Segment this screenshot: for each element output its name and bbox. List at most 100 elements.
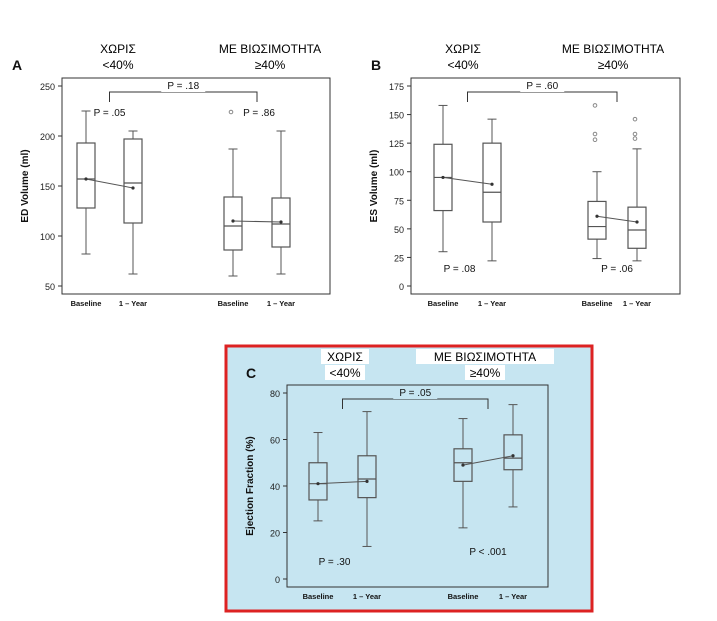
panel-c: C ΧΩΡΙΣ <40% ΜΕ ΒΙΩΣΙΜΟΤΗΤΑ ≥40% 0 20 40 60 80 Eje… (224, 344, 594, 613)
p-value-left: P = .30 (319, 557, 351, 568)
box-2 (123, 130, 143, 275)
x-category-label: 1 – Year (119, 299, 147, 308)
box-2 (357, 411, 377, 547)
mean-connector (442, 176, 493, 185)
iqr-box (223, 196, 243, 251)
y-tick-label: 50 (45, 282, 55, 292)
header-bg (416, 349, 554, 364)
x-category-label: 1 – Year (267, 299, 295, 308)
mean-point (595, 214, 599, 218)
mean-connector (462, 455, 514, 466)
outlier-point (632, 131, 638, 137)
box-4 (271, 130, 291, 275)
header-bg (465, 365, 505, 380)
mean-point (365, 479, 369, 483)
box-3 (453, 418, 473, 529)
iqr-box (627, 206, 647, 249)
p-value-between: P = .60 (526, 81, 558, 92)
p-value-right: P = .86 (243, 108, 275, 119)
panel-letter: C (246, 365, 256, 381)
x-category-label: Baseline (218, 299, 249, 308)
header-with-viability: ≥40% (598, 58, 629, 72)
outlier-point (632, 116, 638, 122)
p-value-bg (393, 387, 438, 399)
box-1 (433, 104, 453, 253)
mean-connector (85, 178, 134, 189)
y-tick-label: 80 (270, 389, 280, 399)
box-3 (223, 109, 243, 277)
plot-area (61, 77, 331, 295)
mean-point (490, 182, 494, 186)
panel-letter: A (12, 57, 22, 73)
x-category-label: 1 – Year (499, 592, 527, 601)
header-with-viability: ≥40% (255, 58, 286, 72)
y-tick-label: 100 (40, 232, 55, 242)
y-tick-label: 200 (40, 132, 55, 142)
box-4 (503, 404, 523, 508)
iqr-box (503, 434, 523, 471)
mean-point (316, 482, 320, 486)
mean-connector (232, 220, 282, 223)
p-value-bg (520, 80, 565, 92)
x-category-label: Baseline (303, 592, 334, 601)
panel-b: B ΧΩΡΙΣ <40% ΜΕ ΒΙΩΣΙΜΟΤΗΤΑ ≥40% 0 25 50 75 100 12… (369, 42, 681, 308)
iqr-box (76, 142, 96, 209)
mean-point (131, 186, 135, 190)
box-3 (587, 103, 607, 260)
x-category-label: 1 – Year (623, 299, 651, 308)
mean-point (279, 220, 283, 224)
header-with-viability: ≥40% (470, 366, 501, 380)
y-tick-label: 100 (389, 168, 404, 178)
x-category-label: Baseline (71, 299, 102, 308)
y-tick-label: 150 (40, 182, 55, 192)
y-tick-label: 60 (270, 436, 280, 446)
outlier-point (592, 103, 598, 108)
y-axis-label: Ejection Fraction (%) (245, 436, 256, 535)
y-tick-label: 50 (394, 225, 404, 235)
outlier-point (592, 131, 598, 137)
outlier-point (228, 109, 234, 115)
y-axis-label: ED Volume (ml) (20, 149, 31, 222)
p-value-between: P = .18 (167, 81, 199, 92)
x-category-label: Baseline (448, 592, 479, 601)
header-without-viability: ΧΩΡΙΣ (100, 42, 136, 56)
panel-a: A ΧΩΡΙΣ <40% ΜΕ ΒΙΩΣΙΜΟΤΗΤΑ ≥40% 50 100 150 200 2… (12, 42, 331, 308)
header-bg (325, 365, 365, 380)
y-tick-label: 175 (389, 82, 404, 92)
iqr-box (587, 200, 607, 240)
y-axis-label: ES Volume (ml) (369, 150, 380, 223)
plot-area (286, 384, 549, 588)
p-value-right: P < .001 (469, 547, 507, 558)
mean-point (511, 454, 515, 458)
header-with-viability: ΜΕ ΒΙΩΣΙΜΟΤΗΤΑ (562, 42, 664, 56)
header-with-viability: ΜΕ ΒΙΩΣΙΜΟΤΗΤΑ (434, 350, 536, 364)
plot-area (410, 77, 681, 295)
box-1 (308, 432, 328, 522)
mean-point (441, 175, 445, 180)
panel-letter: B (371, 57, 381, 73)
header-without-viability: ΧΩΡΙΣ (445, 42, 481, 56)
box-1 (76, 110, 96, 255)
y-tick-label: 25 (394, 253, 404, 263)
mean-point (231, 219, 235, 223)
mean-point (635, 220, 639, 224)
mean-connector (317, 480, 368, 485)
x-category-label: Baseline (428, 299, 459, 308)
y-tick-label: 150 (389, 111, 404, 121)
mean-point (84, 177, 88, 181)
p-value-between: P = .05 (399, 388, 431, 399)
iqr-box (453, 448, 473, 482)
outlier-point (592, 137, 598, 143)
x-category-label: 1 – Year (353, 592, 381, 601)
iqr-box (308, 462, 328, 501)
box-4 (627, 116, 647, 262)
header-without-viability: <40% (102, 58, 133, 72)
header-without-viability: <40% (447, 58, 478, 72)
iqr-box (357, 455, 377, 499)
header-bg (321, 349, 369, 364)
x-category-label: 1 – Year (478, 299, 506, 308)
iqr-box (271, 197, 291, 248)
p-value-left: P = .08 (444, 264, 476, 275)
p-value-bg (161, 80, 206, 92)
